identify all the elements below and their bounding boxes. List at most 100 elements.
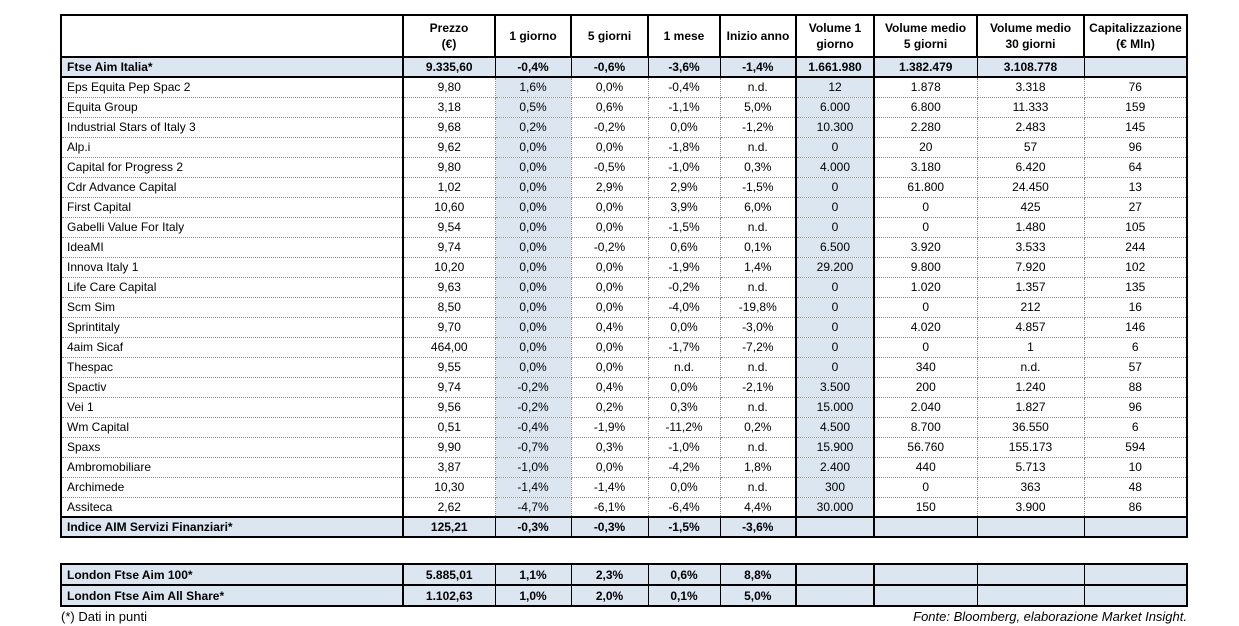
value-cell: -1,2%: [720, 117, 797, 138]
table-row: Archimede 10,30 -1,4% -1,4% 0,0% n.d. 300 0 363 4…: [60, 477, 1188, 498]
value-cell: -0,3%: [571, 516, 649, 538]
table-row: Assiteca 2,62 -4,7% -6,1% -6,4% 4,4% 30.000 150…: [60, 497, 1188, 518]
value-cell: 1,8%: [720, 457, 797, 478]
value-cell: 6: [1084, 417, 1188, 438]
value-cell: 0,6%: [571, 97, 649, 118]
value-cell: 0,0%: [648, 377, 721, 398]
value-cell: 0,0%: [495, 197, 572, 218]
value-cell: 102: [1084, 257, 1188, 278]
value-cell: 200: [874, 377, 978, 398]
column-header-prezzo: Prezzo (€): [402, 14, 496, 58]
company-name-cell: Wm Capital: [60, 417, 404, 438]
value-cell: [796, 584, 875, 607]
value-cell: -4,0%: [648, 297, 721, 318]
value-cell: 0: [796, 197, 875, 218]
value-cell: [796, 516, 875, 538]
table-row: Innova Italy 1 10,20 0,0% 0,0% -1,9% 1,4% 29.2…: [60, 257, 1188, 278]
value-cell: 0,0%: [495, 157, 572, 178]
value-cell: 9,70: [403, 317, 496, 338]
value-cell: 3.180: [874, 157, 978, 178]
value-cell: [977, 563, 1085, 586]
value-cell: 0,0%: [495, 357, 572, 378]
company-name-cell: Cdr Advance Capital: [60, 177, 404, 198]
value-cell: 3.920: [874, 237, 978, 258]
table-row: Spactiv 9,74 -0,2% 0,4% 0,0% -2,1% 3.500 200 1.2…: [60, 377, 1188, 398]
value-cell: 5.713: [977, 457, 1085, 478]
value-cell: 9.335,60: [403, 56, 496, 78]
value-cell: 9,74: [403, 377, 496, 398]
value-cell: 1.020: [874, 277, 978, 298]
value-cell: 0: [796, 317, 875, 338]
value-cell: 6.500: [796, 237, 875, 258]
index-row-ftse-aim-italia: Ftse Aim Italia* 9.335,60 -0,4% -0,6% -3,6% -…: [60, 56, 1188, 78]
value-cell: 0,0%: [648, 477, 721, 498]
company-name-cell: Assiteca: [60, 497, 404, 518]
value-cell: n.d.: [720, 137, 797, 158]
value-cell: 1,4%: [720, 257, 797, 278]
value-cell: -1,0%: [648, 437, 721, 458]
table-row: Eps Equita Pep Spac 2 9,80 1,6% 0,0% -0,4% n.…: [60, 77, 1188, 98]
value-cell: -19,8%: [720, 297, 797, 318]
value-cell: 3.108.778: [977, 56, 1085, 78]
company-name-cell: IdeaMI: [60, 237, 404, 258]
value-cell: 2.280: [874, 117, 978, 138]
value-cell: 6.800: [874, 97, 978, 118]
value-cell: 4.500: [796, 417, 875, 438]
london-aim-table: London Ftse Aim 100* 5.885,01 1,1% 2,3% 0,6%…: [60, 563, 1188, 607]
value-cell: -3,6%: [720, 516, 797, 538]
value-cell: 0,0%: [495, 237, 572, 258]
value-cell: 3.500: [796, 377, 875, 398]
value-cell: 0,0%: [495, 257, 572, 278]
value-cell: 150: [874, 497, 978, 518]
company-name-cell: London Ftse Aim All Share*: [60, 584, 404, 607]
value-cell: 0: [874, 217, 978, 238]
value-cell: 0,4%: [571, 317, 649, 338]
value-cell: 57: [1084, 357, 1188, 378]
value-cell: 9,62: [403, 137, 496, 158]
company-name-cell: Vei 1: [60, 397, 404, 418]
value-cell: 10,60: [403, 197, 496, 218]
table-row: IdeaMI 9,74 0,0% -0,2% 0,6% 0,1% 6.500 3.920 3.5…: [60, 237, 1188, 258]
value-cell: [874, 516, 978, 538]
value-cell: 0: [796, 357, 875, 378]
value-cell: 0,0%: [648, 317, 721, 338]
value-cell: [1084, 563, 1188, 586]
company-name-cell: Eps Equita Pep Spac 2: [60, 77, 404, 98]
value-cell: 9,63: [403, 277, 496, 298]
value-cell: 56.760: [874, 437, 978, 458]
value-cell: 0,0%: [571, 137, 649, 158]
value-cell: 3.318: [977, 77, 1085, 98]
value-cell: n.d.: [720, 477, 797, 498]
company-name-cell: Archimede: [60, 477, 404, 498]
value-cell: 8.700: [874, 417, 978, 438]
value-cell: 36.550: [977, 417, 1085, 438]
value-cell: 1.240: [977, 377, 1085, 398]
company-name-cell: Innova Italy 1: [60, 257, 404, 278]
value-cell: 1.661.980: [796, 56, 875, 78]
value-cell: -4,7%: [495, 497, 572, 518]
value-cell: -7,2%: [720, 337, 797, 358]
value-cell: 7.920: [977, 257, 1085, 278]
value-cell: -1,5%: [720, 177, 797, 198]
column-header-volume-1-giorno: Volume 1 giorno: [795, 14, 875, 58]
company-name-cell: Gabelli Value For Italy: [60, 217, 404, 238]
value-cell: 1.878: [874, 77, 978, 98]
table-row: First Capital 10,60 0,0% 0,0% 3,9% 6,0% 0 0 425 2…: [60, 197, 1188, 218]
table-row: Spaxs 9,90 -0,7% 0,3% -1,0% n.d. 15.900 56.760 1…: [60, 437, 1188, 458]
value-cell: 0,5%: [495, 97, 572, 118]
value-cell: 0,3%: [571, 437, 649, 458]
value-cell: 86: [1084, 497, 1188, 518]
company-name-cell: Alp.i: [60, 137, 404, 158]
value-cell: 12: [796, 77, 875, 98]
value-cell: 300: [796, 477, 875, 498]
company-name-cell: Ftse Aim Italia*: [60, 56, 404, 78]
value-cell: 9,80: [403, 157, 496, 178]
table-row: Industrial Stars of Italy 3 9,68 0,2% -0,2%…: [60, 117, 1188, 138]
value-cell: 0,3%: [720, 157, 797, 178]
value-cell: 0,0%: [571, 257, 649, 278]
value-cell: 2.483: [977, 117, 1085, 138]
value-cell: -0,4%: [495, 56, 572, 78]
value-cell: [874, 563, 978, 586]
column-header-1-giorno: 1 giorno: [494, 14, 572, 58]
value-cell: 125,21: [403, 516, 496, 538]
